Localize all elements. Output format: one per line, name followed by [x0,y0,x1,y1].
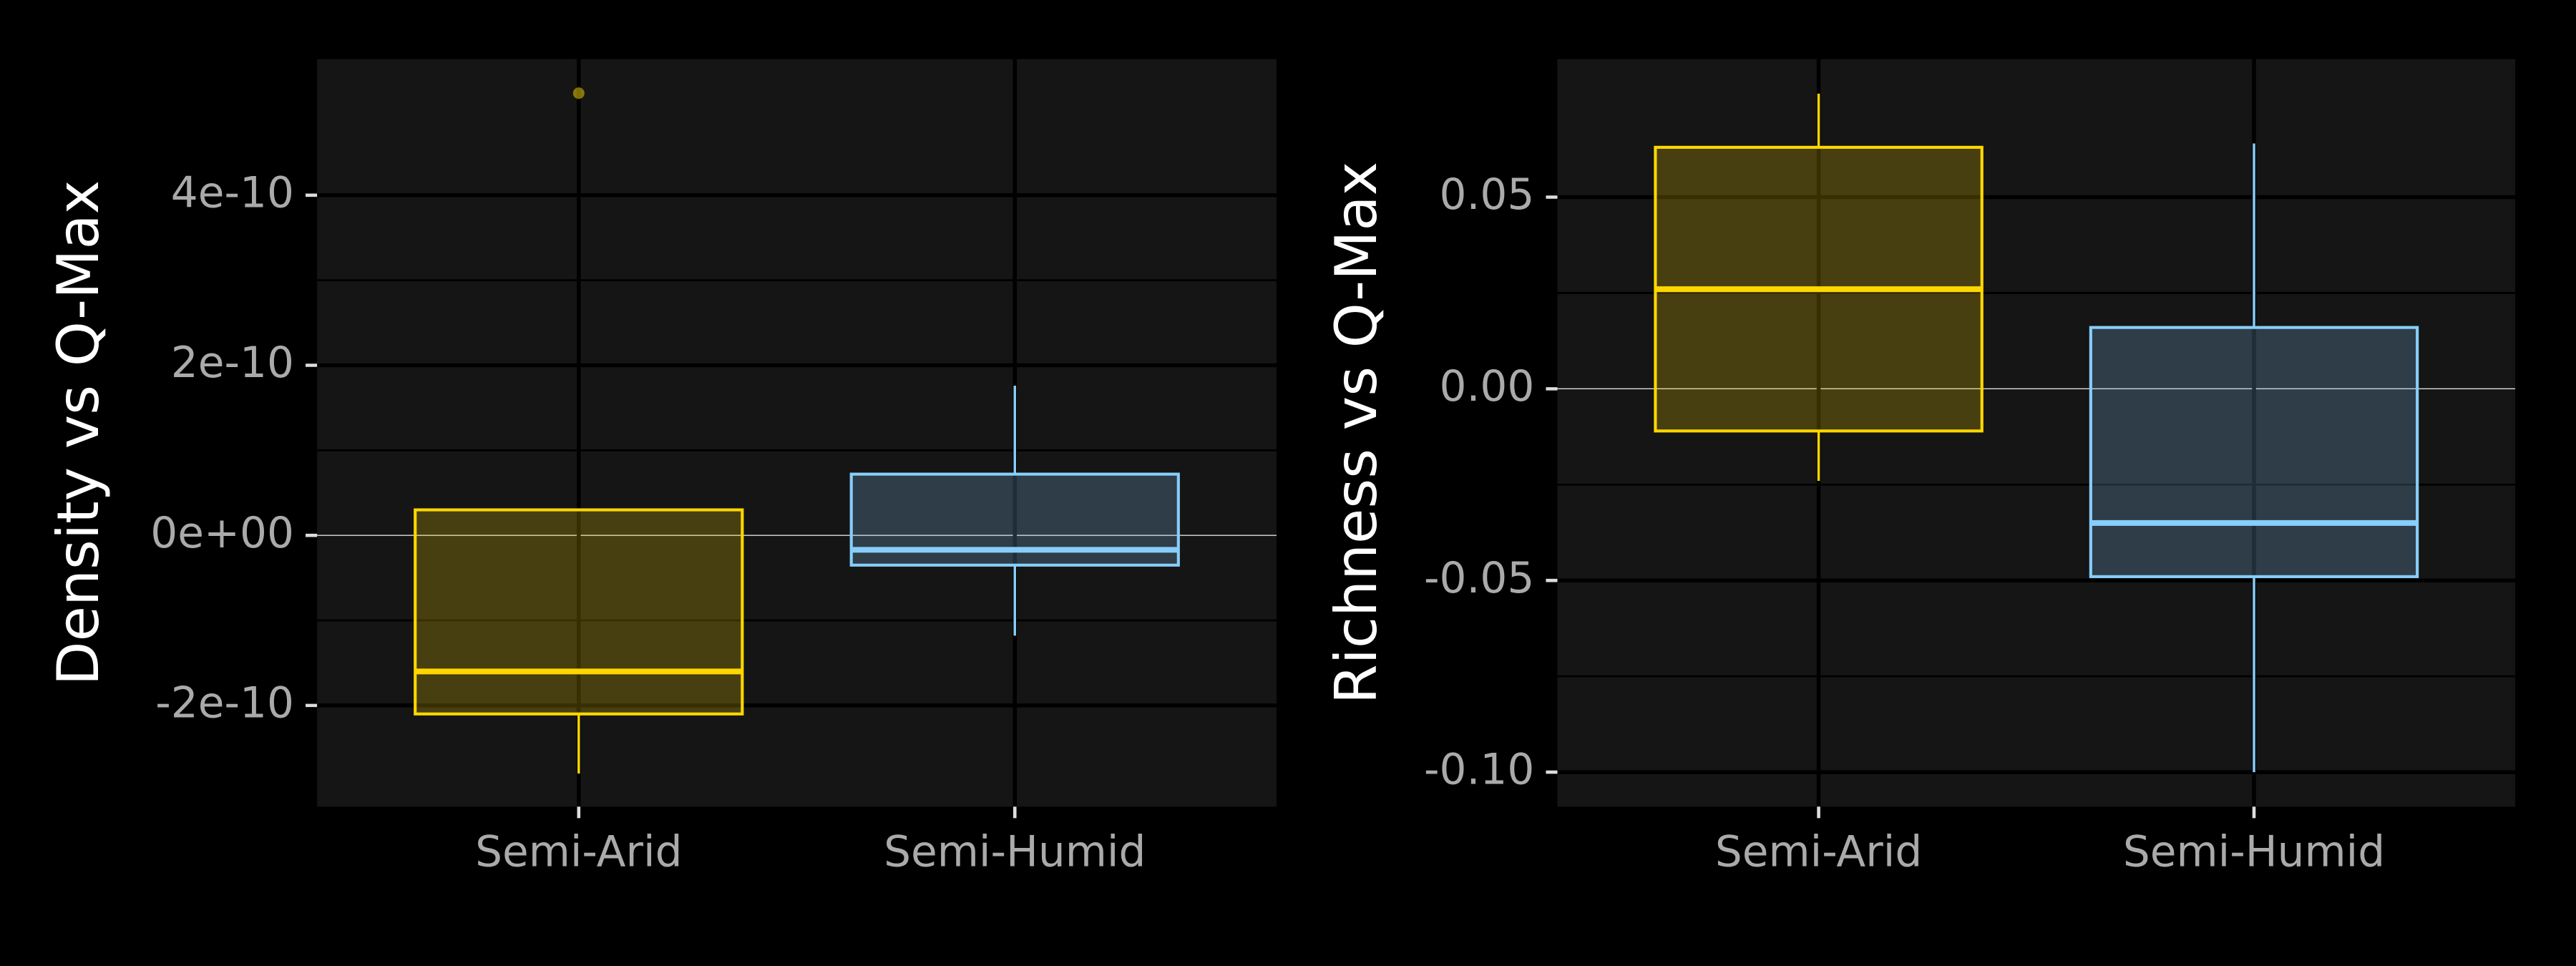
x-tick-label: Semi-Arid [1715,827,1922,877]
y-tick-label: 4e-10 [171,168,294,218]
x-tick-label: Semi-Humid [884,827,1146,877]
y-tick-label: 2e-10 [171,338,294,388]
y-tick-label: 0.05 [1439,170,1534,220]
y-tick-label: 0e+00 [150,509,294,558]
box [414,508,744,716]
x-tick-label: Semi-Humid [2123,827,2385,877]
panel-background [1557,59,2516,807]
y-tick-label: -0.10 [1424,746,1534,795]
y-axis-title: Richness vs Q-Max [1322,162,1390,704]
y-tick-label: 0.00 [1439,362,1534,411]
x-tick-label: Semi-Arid [475,827,682,877]
panel-background [317,59,1277,807]
y-axis-title: Density vs Q-Max [44,180,112,686]
y-tick-label: -0.05 [1424,554,1534,603]
outlier [572,87,585,99]
y-tick-label: -2e-10 [155,678,294,728]
box [2089,326,2419,578]
